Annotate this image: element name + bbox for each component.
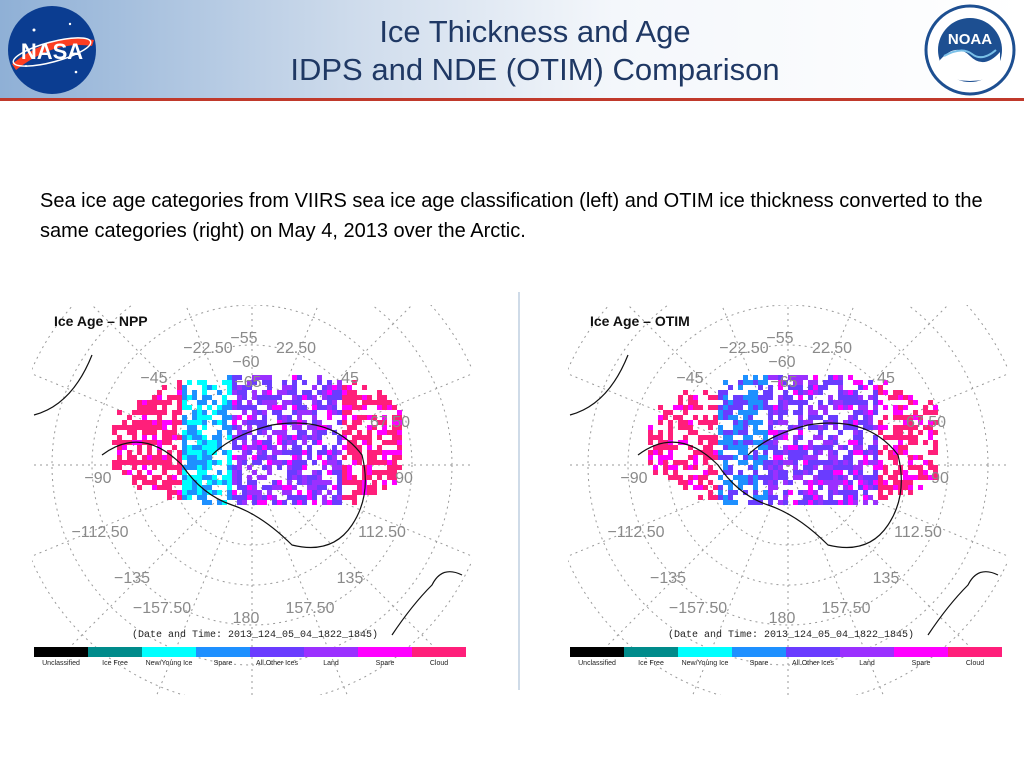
grid-label: 135 xyxy=(873,570,900,587)
grid-label: 90 xyxy=(931,470,949,487)
colorbar-segment xyxy=(678,647,732,657)
grid-label: −135 xyxy=(650,570,686,587)
colorbar-segment xyxy=(196,647,250,657)
colorbar-label: Ice Free xyxy=(102,660,128,667)
grid-label: −90 xyxy=(84,470,111,487)
colorbar-labels-otim: Unclassified Ice Free New/Young Ice Spare Al… xyxy=(570,660,1002,667)
colorbar-segment xyxy=(840,647,894,657)
colorbar-segment xyxy=(304,647,358,657)
grid-label: −65 xyxy=(234,374,261,391)
grid-label: 112.50 xyxy=(894,524,942,541)
colorbar-segment xyxy=(894,647,948,657)
colorbar-segment xyxy=(624,647,678,657)
colorbar-otim xyxy=(570,647,1002,657)
grid-label: 112.50 xyxy=(358,524,406,541)
grid-label: 180 xyxy=(769,610,796,627)
colorbar-label: Land xyxy=(859,660,875,667)
slide-title-line1: Ice Thickness and Age xyxy=(379,14,691,49)
grid-label: −55 xyxy=(766,330,793,347)
colorbar-segment xyxy=(358,647,412,657)
grid-label: 22.50 xyxy=(276,340,316,357)
colorbar-label: New/Young Ice xyxy=(681,660,729,667)
grid-label: −45 xyxy=(676,370,703,387)
colorbar-label: Spare xyxy=(375,660,395,667)
grid-label: 157.50 xyxy=(822,600,871,617)
grid-label: −55 xyxy=(230,330,257,347)
grid-label: −22.50 xyxy=(183,340,232,357)
grid-label: 45 xyxy=(877,370,895,387)
map-title-npp: Ice Age – NPP xyxy=(54,313,148,329)
colorbar-label: Cloud xyxy=(965,660,985,667)
colorbar-segment xyxy=(88,647,142,657)
grid-label: −65 xyxy=(770,374,797,391)
colorbar-label: Spare xyxy=(213,660,233,667)
grid-label: −60 xyxy=(768,354,795,371)
grid-label: −135 xyxy=(114,570,150,587)
grid-label: −112.50 xyxy=(71,524,128,541)
grid-label: −60 xyxy=(232,354,259,371)
grid-label: 180 xyxy=(233,610,260,627)
ice-age-map-otim: −22.50 −55 22.50 −60 −65 −45 45 67.50 −90 90 −112.… xyxy=(568,305,1008,695)
map-canvas-npp: −22.50−55 22.50 −60 −65 −45 45 67.50 −90 90 −112.… xyxy=(32,305,472,695)
header-rule xyxy=(0,98,1024,101)
colorbar-label: All Other Ices xyxy=(791,660,834,667)
caption-text: Sea ice age categories from VIIRS sea ic… xyxy=(40,190,983,242)
grid-label: 22.50 xyxy=(812,340,852,357)
grid-label: −22.50 xyxy=(719,340,768,357)
nasa-logo-icon: NASA xyxy=(4,2,100,98)
colorbar-label: Spare xyxy=(911,660,931,667)
map-date-otim: (Date and Time: 2013_124_05_04_1822_1845… xyxy=(668,630,915,641)
colorbar-label: Ice Free xyxy=(638,660,664,667)
colorbar-label: Unclassified xyxy=(578,660,616,667)
grid-label: −45 xyxy=(140,370,167,387)
colorbar-label: Unclassified xyxy=(42,660,80,667)
colorbar-label: All Other Ices xyxy=(255,660,298,667)
nasa-logo-text: NASA xyxy=(21,39,83,64)
colorbar-npp xyxy=(34,647,466,657)
grid-label: 90 xyxy=(395,470,413,487)
grid-label: 45 xyxy=(341,370,359,387)
colorbar-label: New/Young Ice xyxy=(145,660,193,667)
grid-label: −90 xyxy=(620,470,647,487)
colorbar-segment xyxy=(34,647,88,657)
colorbar-segment xyxy=(250,647,304,657)
grid-label: −157.50 xyxy=(133,600,191,617)
grid-label: 67.50 xyxy=(906,414,946,431)
slide-header xyxy=(0,0,1024,99)
grid-label: −157.50 xyxy=(669,600,727,617)
colorbar-label: Land xyxy=(323,660,339,667)
map-date-npp: (Date and Time: 2013_124_05_04_1822_1845… xyxy=(132,630,379,641)
colorbar-label: Cloud xyxy=(429,660,449,667)
colorbar-label: Spare xyxy=(749,660,769,667)
noaa-logo-icon: NOAA xyxy=(922,2,1018,98)
noaa-logo-text: NOAA xyxy=(948,31,992,48)
colorbar-segment xyxy=(948,647,1002,657)
colorbar-segment xyxy=(142,647,196,657)
colorbar-labels-npp: Unclassified Ice Free New/Young Ice Spare Al… xyxy=(34,660,466,667)
grid-label: 135 xyxy=(337,570,364,587)
map-canvas-otim: −22.50−55 22.50 −60 −65 −45 45 67.50 −90 90 −112.… xyxy=(568,305,1008,695)
grid-label: −112.50 xyxy=(607,524,664,541)
colorbar-segment xyxy=(412,647,466,657)
grid-label: 157.50 xyxy=(286,600,335,617)
map-title-otim: Ice Age – OTIM xyxy=(590,313,690,329)
colorbar-segment xyxy=(570,647,624,657)
colorbar-segment xyxy=(786,647,840,657)
colorbar-segment xyxy=(732,647,786,657)
panel-divider xyxy=(518,292,520,690)
slide-title-line2: IDPS and NDE (OTIM) Comparison xyxy=(290,52,780,87)
grid-label: 67.50 xyxy=(370,414,410,431)
ice-age-map-npp: −22.50 −55 22.50 −60 −65 −45 45 67.50 −90 90 −112.… xyxy=(32,305,472,695)
